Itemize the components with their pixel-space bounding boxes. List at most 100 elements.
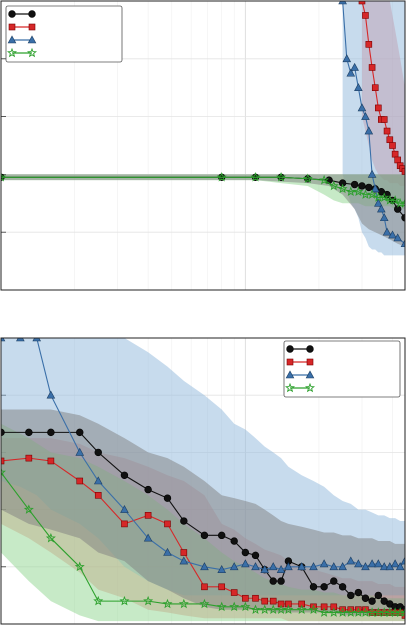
- green-data-point: [345, 186, 356, 197]
- legend-entry-black: [286, 345, 314, 353]
- green-data-point: [216, 601, 227, 612]
- red-data-point: [94, 491, 102, 499]
- black-data-point: [401, 214, 405, 222]
- legend-marker: [7, 47, 17, 58]
- green-data-point: [1, 172, 6, 182]
- red-data-point: [76, 477, 84, 485]
- blue-data-point: [32, 338, 42, 342]
- green-series-line: [1, 176, 405, 204]
- green-data-point: [308, 604, 319, 614]
- legend-entry-blue: [7, 35, 37, 44]
- red-data-point: [375, 104, 382, 112]
- blue-data-point: [388, 230, 397, 239]
- blue-data-point: [75, 447, 85, 456]
- legend-marker: [306, 345, 314, 353]
- green-data-point: [259, 604, 270, 614]
- legend-box: [5, 5, 123, 63]
- green-data-point: [328, 180, 339, 191]
- black-data-point: [347, 591, 355, 600]
- legend-marker: [8, 10, 16, 18]
- red-data-point: [362, 12, 369, 19]
- black-data-point: [358, 182, 366, 190]
- red-data-point: [47, 457, 55, 465]
- legend-marker: [286, 345, 294, 353]
- red-data-point: [277, 600, 285, 608]
- blue-data-point: [374, 198, 383, 207]
- legend-box: [283, 340, 401, 398]
- blue-data-point: [382, 227, 392, 236]
- red-data-point: [401, 168, 405, 175]
- blue-data-point: [354, 559, 363, 568]
- blue-data-point: [367, 559, 377, 568]
- green-data-point: [379, 192, 390, 202]
- red-series-markers: [1, 454, 405, 619]
- legend-entry-green: [285, 382, 315, 393]
- green-data-point: [143, 595, 154, 606]
- green-data-point: [162, 598, 173, 609]
- black-data-point: [361, 594, 370, 602]
- red-data-point: [180, 549, 188, 556]
- plot-content: [1, 338, 405, 622]
- black-data-point: [25, 428, 33, 437]
- green-data-point: [390, 195, 401, 205]
- black-data-point: [374, 591, 383, 600]
- blue-data-point: [379, 213, 389, 222]
- red-data-point: [368, 64, 376, 71]
- legend: [283, 340, 401, 398]
- green-series-markers: [1, 467, 405, 617]
- legend-marker: [285, 370, 295, 379]
- legend-marker: [285, 382, 295, 393]
- green-data-point: [400, 607, 405, 617]
- legend: [5, 5, 123, 63]
- blue-data-point: [400, 239, 405, 248]
- green-data-point: [276, 172, 287, 182]
- black-data-point: [120, 471, 129, 479]
- green-data-point: [337, 607, 348, 617]
- blue-data-point: [364, 126, 374, 135]
- red-data-point: [269, 597, 277, 605]
- green-data-point: [268, 604, 279, 614]
- legend-entry-black: [8, 10, 36, 18]
- blue-series-markers: [338, 1, 405, 248]
- green-data-point: [400, 198, 405, 208]
- blue-data-point: [251, 562, 260, 571]
- blue-data-point: [309, 562, 318, 571]
- legend-marker: [8, 23, 16, 31]
- red-data-point: [330, 603, 338, 611]
- legend-entry-green: [7, 47, 37, 58]
- black-data-point: [320, 583, 328, 591]
- black-data-point: [76, 428, 84, 437]
- red-data-point: [201, 583, 208, 591]
- blue-data-point: [393, 233, 402, 242]
- red-data-point: [230, 589, 238, 596]
- green-data-point: [250, 604, 261, 614]
- top-chart-panel: [0, 0, 406, 291]
- black-data-point: [180, 517, 188, 525]
- black-data-point: [338, 179, 347, 187]
- blue-data-point: [329, 562, 339, 571]
- blue-data-point: [46, 390, 56, 399]
- red-data-point: [298, 600, 305, 608]
- green-data-point: [283, 604, 294, 614]
- blue-data-point: [400, 556, 405, 565]
- blue-data-point: [377, 204, 386, 213]
- legend-marker: [305, 382, 315, 393]
- black-series-markers: [1, 428, 405, 614]
- black-data-point: [277, 577, 285, 585]
- blue-data-point: [200, 562, 209, 571]
- green-data-point: [296, 604, 307, 614]
- black-data-point: [365, 183, 373, 192]
- red-data-point: [144, 512, 152, 519]
- blue-data-point: [276, 565, 286, 573]
- blue-data-point: [370, 184, 380, 193]
- blue-data-point: [297, 562, 306, 571]
- red-data-point: [252, 594, 259, 602]
- black-data-point: [230, 537, 238, 545]
- legend-marker: [28, 23, 36, 31]
- black-data-point: [309, 583, 318, 591]
- blue-data-point: [179, 556, 189, 565]
- blue-data-point: [163, 547, 172, 556]
- green-data-point: [229, 601, 240, 612]
- black-data-point: [368, 597, 376, 605]
- blue-data-point: [390, 559, 400, 568]
